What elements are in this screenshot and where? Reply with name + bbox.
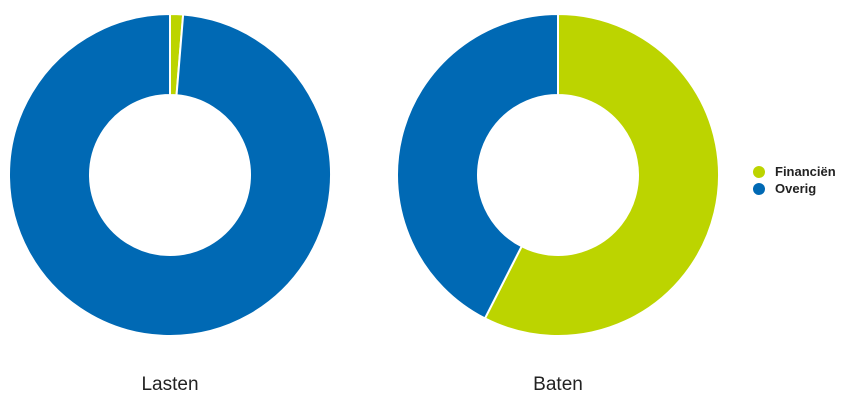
legend-marker-financien xyxy=(753,166,765,178)
donut-chart-baten xyxy=(396,12,720,337)
slice-lasten-overig xyxy=(8,12,332,337)
chart-title-lasten: Lasten xyxy=(141,374,198,394)
legend: Financiën Overig xyxy=(753,164,836,196)
chart-title-baten: Baten xyxy=(533,374,583,394)
slice-baten-overig xyxy=(396,12,559,320)
legend-label-overig: Overig xyxy=(775,181,816,196)
legend-marker-overig xyxy=(753,183,765,195)
legend-label-financien: Financiën xyxy=(775,164,836,179)
slice-baten-financien xyxy=(483,12,720,337)
donut-chart-lasten xyxy=(8,12,332,337)
